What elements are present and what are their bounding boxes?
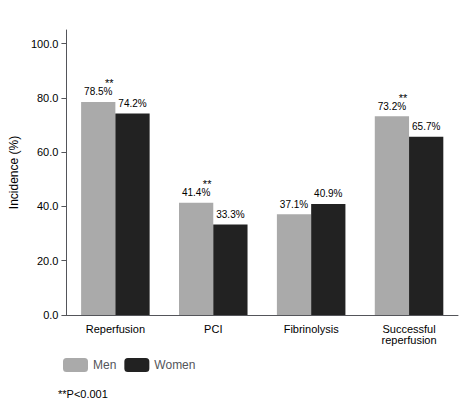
svg-text:73.2%: 73.2% xyxy=(378,101,406,112)
svg-text:Reperfusion: Reperfusion xyxy=(86,323,145,335)
svg-text:40.0: 40.0 xyxy=(37,200,58,212)
svg-text:0.0: 0.0 xyxy=(43,309,58,321)
svg-text:60.0: 60.0 xyxy=(37,146,58,158)
svg-text:41.4%: 41.4% xyxy=(182,187,210,198)
svg-text:20.0: 20.0 xyxy=(37,255,58,267)
svg-text:Incidence (%): Incidence (%) xyxy=(7,136,21,209)
svg-text:Women: Women xyxy=(154,358,195,372)
svg-text:78.5%: 78.5% xyxy=(84,86,112,97)
svg-text:Fibrinolysis: Fibrinolysis xyxy=(284,323,340,335)
svg-text:PCI: PCI xyxy=(204,323,222,335)
svg-text:Successful: Successful xyxy=(382,322,436,335)
svg-text:reperfusion: reperfusion xyxy=(382,334,437,346)
svg-text:Men: Men xyxy=(93,358,116,372)
svg-text:**P<0.001: **P<0.001 xyxy=(58,388,108,400)
svg-text:33.3%: 33.3% xyxy=(216,209,244,220)
svg-text:74.2%: 74.2% xyxy=(118,98,146,109)
svg-text:80.0: 80.0 xyxy=(37,92,58,104)
svg-text:37.1%: 37.1% xyxy=(280,199,308,210)
svg-text:40.9%: 40.9% xyxy=(314,188,342,199)
svg-text:100.0: 100.0 xyxy=(31,38,59,50)
svg-text:65.7%: 65.7% xyxy=(412,121,440,132)
